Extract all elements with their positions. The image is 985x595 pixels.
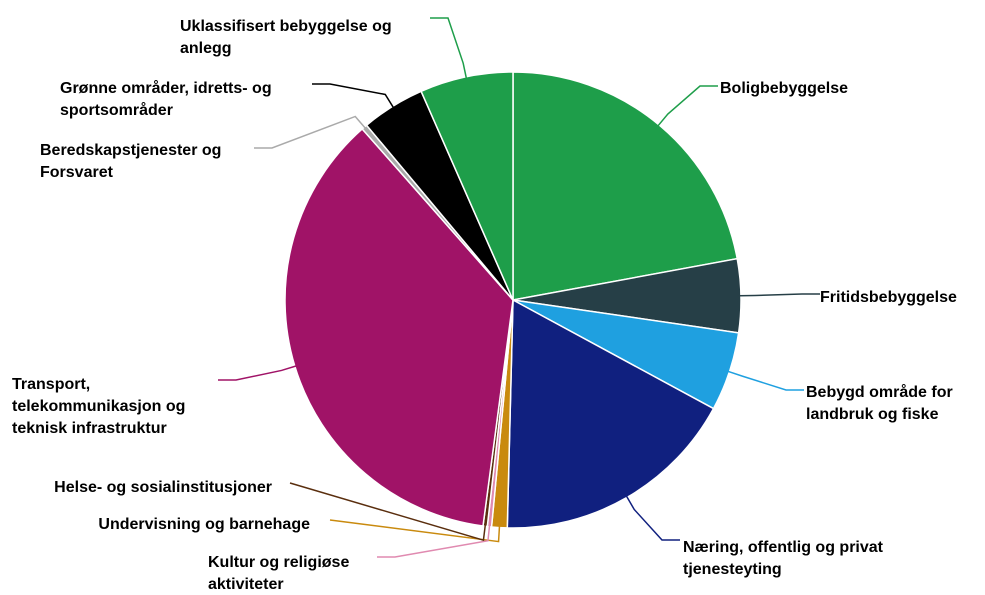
leader-line — [625, 495, 680, 541]
slice-label: Næring, offentlig og privat tjenesteyting — [683, 539, 884, 578]
slice-label: Bebygd område for landbruk og fiske — [806, 383, 953, 423]
leader-line — [329, 519, 501, 543]
leader-line — [727, 370, 804, 391]
leader-line — [377, 524, 491, 558]
leader-line — [657, 85, 718, 127]
leader-line — [738, 293, 820, 297]
slice-label: Kultur og religiøse aktiviteter — [208, 554, 349, 593]
slice-label: Boligbebyggelse — [720, 80, 848, 97]
slice-label: Fritidsbebyggelse — [820, 289, 957, 306]
leader-line — [254, 115, 367, 149]
leader-line — [312, 83, 395, 109]
slice-label: Transport, telekommunikasjon og teknisk in… — [12, 376, 185, 437]
slice-label: Undervisning og barnehage — [98, 516, 310, 533]
slice-label: Helse- og sosialinstitusjoner — [54, 479, 272, 496]
slice-label: Beredskapstjenester og Forsvaret — [40, 142, 221, 181]
slice-label: Uklassifisert bebyggelse og anlegg — [180, 18, 392, 57]
leader-line — [430, 17, 468, 79]
leader-line — [218, 365, 298, 381]
leader-line — [289, 482, 487, 542]
slice-label: Grønne områder, idretts- og sportsområder — [60, 79, 272, 119]
